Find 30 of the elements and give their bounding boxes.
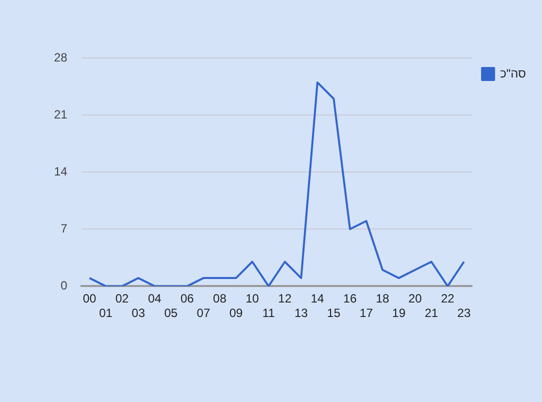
x-tick-label: 02 <box>115 292 130 306</box>
x-tick-label: 15 <box>327 306 341 320</box>
x-tick-label: 11 <box>262 306 276 320</box>
x-tick-label: 19 <box>392 306 406 320</box>
y-tick-label: 28 <box>54 50 68 64</box>
x-tick-label: 05 <box>164 306 178 320</box>
x-tick-label: 23 <box>457 306 471 320</box>
x-tick-label: 12 <box>278 292 292 306</box>
x-tick-label: 22 <box>440 292 455 306</box>
x-tick-label: 01 <box>99 306 113 320</box>
x-tick-label: 13 <box>294 306 308 320</box>
x-tick-label: 17 <box>360 306 374 320</box>
x-tick-label: 10 <box>246 292 260 306</box>
x-tick-label: 04 <box>148 292 162 306</box>
x-tick-label: 16 <box>343 292 357 306</box>
x-tick-label: 06 <box>180 292 194 306</box>
x-tick-label: 00 <box>82 292 96 306</box>
x-tick-label: 09 <box>229 306 244 320</box>
x-tick-label: 07 <box>196 306 210 320</box>
x-tick-label: 20 <box>408 292 422 306</box>
x-tick-label: 08 <box>213 292 227 306</box>
x-tick-label: 03 <box>132 306 146 320</box>
x-tick-label: 14 <box>310 292 324 306</box>
y-tick-label: 14 <box>54 164 68 178</box>
x-tick-label: 18 <box>376 292 390 306</box>
y-tick-label: 21 <box>54 107 68 122</box>
x-tick-label: 21 <box>424 306 438 320</box>
y-tick-label: 7 <box>60 221 68 236</box>
legend-label: סה"כ <box>500 66 526 80</box>
y-tick-label: 0 <box>60 278 68 293</box>
